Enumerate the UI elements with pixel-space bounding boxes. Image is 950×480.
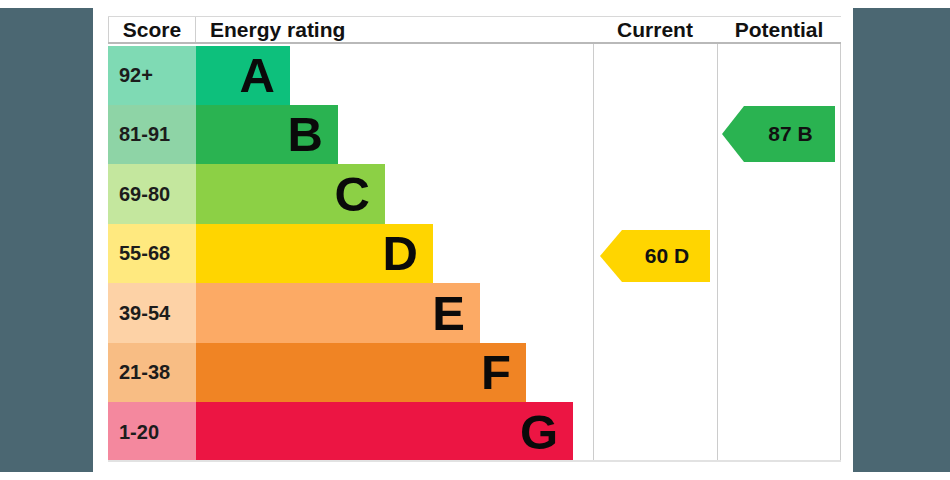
table-right-border [840,44,841,462]
band-bar-f: F [196,343,526,402]
band-bar-d: D [196,224,433,283]
band-letter-b: B [288,110,323,159]
band-letter-a: A [240,51,275,100]
band-score-d: 55-68 [108,224,196,283]
header-row: Score Energy rating Current Potential [108,16,841,44]
band-bar-e: E [196,283,480,343]
header-current: Current [593,17,717,42]
header-potential: Potential [717,17,841,42]
band-bar-g: G [196,402,573,462]
column-divider-potential [717,44,718,462]
band-row-f: 21-38 F [108,343,841,402]
epc-rating-chart: Score Energy rating Current Potential 92… [0,0,950,480]
band-row-d: 55-68 D [108,224,841,283]
band-bar-a: A [196,46,290,105]
band-row-g: 1-20 G [108,402,841,462]
band-letter-g: G [520,408,558,457]
band-bar-c: C [196,164,385,224]
epc-chart-image: Score Energy rating Current Potential 92… [0,0,950,480]
band-score-e: 39-54 [108,283,196,343]
band-score-a: 92+ [108,46,196,105]
header-score: Score [108,17,196,42]
band-score-c: 69-80 [108,164,196,224]
band-letter-c: C [335,170,370,219]
band-letter-f: F [481,348,511,397]
band-row-c: 69-80 C [108,164,841,224]
band-score-b: 81-91 [108,105,196,164]
potential-rating-arrow: 87 B [722,106,835,162]
band-score-g: 1-20 [108,402,196,462]
band-row-a: 92+ A [108,46,841,105]
band-row-e: 39-54 E [108,283,841,343]
potential-rating-label: 87 B [768,122,812,146]
band-score-f: 21-38 [108,343,196,402]
current-rating-arrow: 60 D [600,230,710,282]
table-bottom-border [108,460,841,462]
current-rating-label: 60 D [645,244,689,268]
band-letter-d: D [383,229,418,278]
band-letter-e: E [432,289,465,338]
column-divider-current [593,44,594,462]
header-energy-rating: Energy rating [196,17,593,42]
band-bar-b: B [196,105,338,164]
